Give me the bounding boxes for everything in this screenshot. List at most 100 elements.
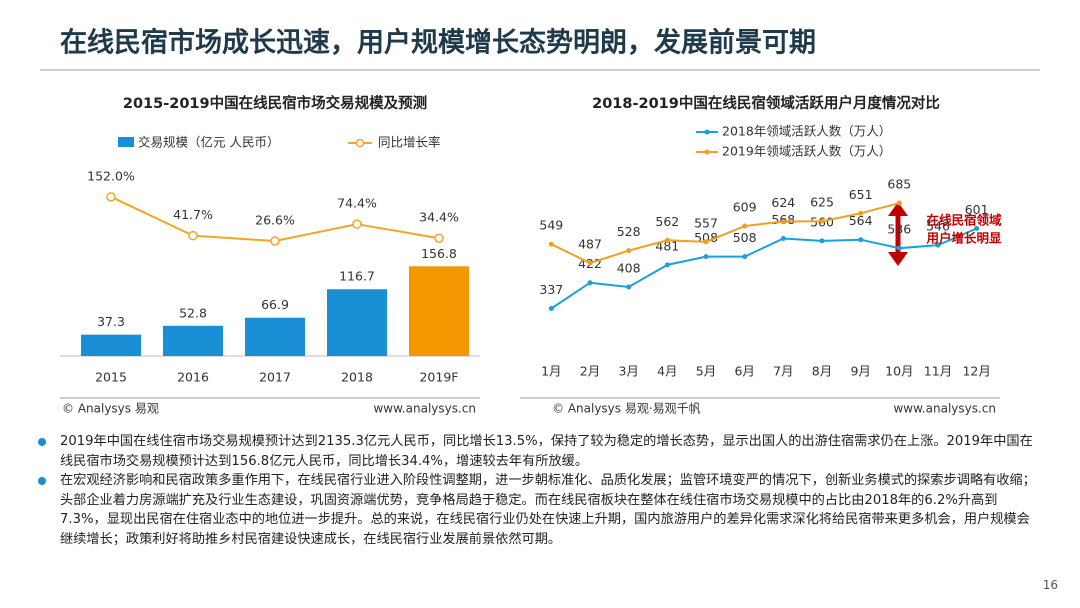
marker bbox=[819, 238, 825, 244]
legend-label: 2019年领域活跃人数（万人） bbox=[722, 144, 891, 159]
marker bbox=[703, 254, 709, 260]
data-label: 601 bbox=[965, 202, 989, 217]
bar bbox=[81, 334, 141, 356]
marker bbox=[106, 192, 116, 202]
data-label: 26.6% bbox=[255, 212, 295, 227]
slide-title: 在线民宿市场成长迅速，用户规模增长态势明朗，发展前景可期 bbox=[60, 27, 816, 59]
x-tick-label: 12月 bbox=[962, 364, 990, 379]
x-tick-label: 4月 bbox=[657, 364, 677, 379]
annotation: 在线民宿领域 bbox=[926, 213, 1002, 228]
data-label: 156.8 bbox=[421, 246, 457, 261]
data-label: 37.3 bbox=[97, 314, 125, 329]
marker bbox=[974, 225, 980, 231]
data-label: 546 bbox=[926, 219, 950, 234]
arrow-head bbox=[888, 252, 908, 266]
marker bbox=[548, 241, 554, 247]
x-tick-label: 2019F bbox=[419, 370, 458, 385]
marker bbox=[819, 218, 825, 224]
x-tick-label: 3月 bbox=[618, 364, 638, 379]
data-label: 74.4% bbox=[337, 196, 377, 211]
x-tick-label: 2月 bbox=[580, 364, 600, 379]
data-label: 624 bbox=[771, 195, 795, 210]
bar bbox=[163, 325, 223, 356]
x-tick-label: 2015 bbox=[95, 370, 127, 385]
data-label: 34.4% bbox=[419, 210, 459, 225]
x-tick-label: 1月 bbox=[541, 364, 561, 379]
annotation: 用户增长明显 bbox=[925, 231, 1002, 246]
data-label: 487 bbox=[578, 237, 602, 252]
legend-marker bbox=[704, 149, 710, 155]
data-label: 408 bbox=[617, 260, 641, 275]
source: © Analysys 易观 bbox=[62, 402, 159, 416]
line bbox=[550, 202, 900, 265]
legend-label: 交易规模（亿元 人民币） bbox=[138, 135, 279, 150]
x-tick-label: 2017 bbox=[259, 370, 291, 385]
website: www.analysys.cn bbox=[373, 402, 476, 416]
marker bbox=[742, 254, 748, 260]
bar bbox=[409, 266, 469, 356]
bar bbox=[327, 289, 387, 356]
bullet: 在宏观经济影响和民宿政策多重作用下，在线民宿行业进入阶段性调整期，进一步朝标准化… bbox=[38, 471, 1038, 549]
x-tick-label: 2018 bbox=[341, 370, 373, 385]
chart-title: 2015-2019中国在线民宿市场交易规模及预测 bbox=[123, 94, 427, 112]
marker bbox=[664, 262, 670, 268]
marker bbox=[548, 305, 554, 311]
data-label: 337 bbox=[539, 282, 563, 297]
data-label: 116.7 bbox=[339, 269, 375, 284]
x-tick-label: 8月 bbox=[812, 364, 832, 379]
data-label: 528 bbox=[617, 224, 641, 239]
marker bbox=[188, 230, 198, 241]
legend-label: 同比增长率 bbox=[378, 135, 441, 150]
data-label: 41.7% bbox=[173, 207, 213, 222]
bullet: 2019年中国在线住宿市场交易规模预计达到2135.3亿元人民币，同比增长13.… bbox=[38, 432, 1038, 471]
x-tick-label: 11月 bbox=[924, 364, 952, 379]
x-tick-label: 5月 bbox=[696, 364, 716, 379]
data-label: 685 bbox=[887, 177, 911, 192]
x-tick-label: 9月 bbox=[850, 364, 870, 379]
marker bbox=[270, 236, 280, 246]
marker bbox=[742, 223, 748, 229]
legend-marker bbox=[355, 138, 365, 148]
data-label: 562 bbox=[655, 214, 679, 229]
data-label: 52.8 bbox=[179, 305, 207, 320]
legend-marker bbox=[704, 129, 710, 135]
data-label: 152.0% bbox=[87, 168, 135, 183]
marker bbox=[626, 248, 632, 254]
x-tick-label: 6月 bbox=[734, 364, 754, 379]
marker bbox=[858, 237, 864, 243]
legend-label: 2018年领域活跃人数（万人） bbox=[722, 124, 891, 139]
bullet-list: 2019年中国在线住宿市场交易规模预计达到2135.3亿元人民币，同比增长13.… bbox=[38, 432, 1038, 549]
marker bbox=[780, 235, 786, 241]
data-label: 609 bbox=[733, 200, 757, 215]
data-label: 651 bbox=[849, 187, 873, 202]
marker bbox=[858, 210, 864, 216]
marker bbox=[896, 245, 902, 251]
page-number: 16 bbox=[1042, 578, 1058, 592]
arrow-head bbox=[888, 202, 908, 216]
marker bbox=[626, 284, 632, 290]
website: www.analysys.cn bbox=[893, 402, 996, 416]
data-label: 564 bbox=[849, 213, 873, 228]
x-tick-label: 10月 bbox=[885, 364, 913, 379]
marker bbox=[434, 233, 444, 243]
data-label: 557 bbox=[694, 215, 718, 230]
x-tick-label: 7月 bbox=[773, 364, 793, 379]
data-label: 508 bbox=[733, 230, 757, 245]
line bbox=[550, 227, 978, 310]
bar bbox=[245, 317, 305, 356]
marker bbox=[664, 237, 670, 243]
x-tick-label: 2016 bbox=[177, 370, 209, 385]
data-label: 625 bbox=[810, 195, 834, 210]
data-label: 549 bbox=[539, 218, 563, 233]
marker bbox=[587, 260, 593, 266]
data-label: 66.9 bbox=[261, 297, 289, 312]
source: © Analysys 易观·易观千帆 bbox=[552, 401, 701, 416]
marker bbox=[352, 219, 362, 229]
data-label: 536 bbox=[887, 222, 911, 237]
legend-swatch bbox=[118, 137, 134, 147]
marker bbox=[896, 200, 902, 206]
marker bbox=[587, 280, 593, 286]
marker bbox=[935, 242, 941, 248]
